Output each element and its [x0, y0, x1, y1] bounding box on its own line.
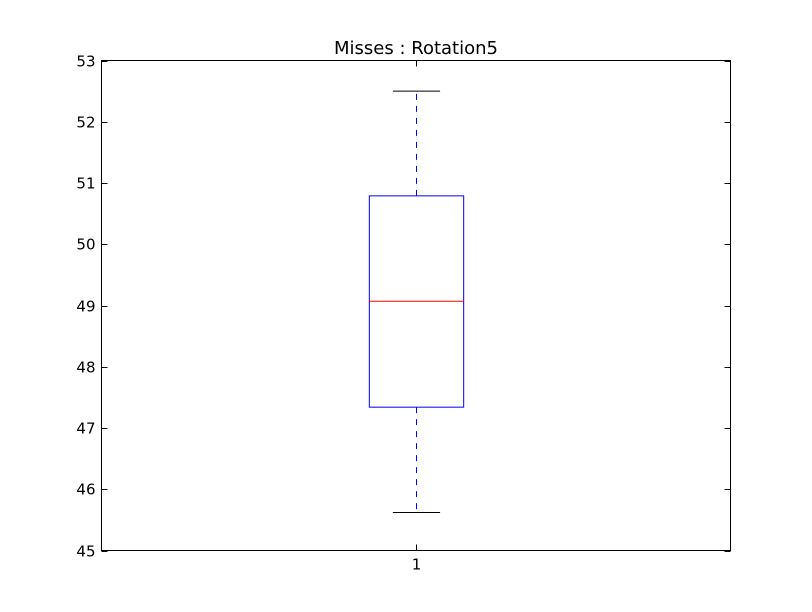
y-tick-label: 46 [76, 481, 95, 499]
y-tick-label: 47 [76, 420, 95, 438]
y-tick-label: 50 [76, 236, 95, 254]
y-tick-label: 49 [76, 298, 95, 316]
y-tick-label: 48 [76, 359, 95, 377]
chart-title: Misses : Rotation5 [334, 38, 498, 59]
y-axis: 45 46 47 48 49 50 51 52 53 [76, 53, 731, 561]
y-tick-label: 45 [76, 543, 95, 561]
boxplot-series [368, 90, 465, 514]
y-tick-label: 51 [76, 175, 95, 193]
y-tick-label: 53 [76, 53, 95, 71]
y-tick-label: 52 [76, 114, 95, 132]
x-tick-label: 1 [412, 556, 422, 574]
x-axis: 1 [412, 60, 422, 574]
